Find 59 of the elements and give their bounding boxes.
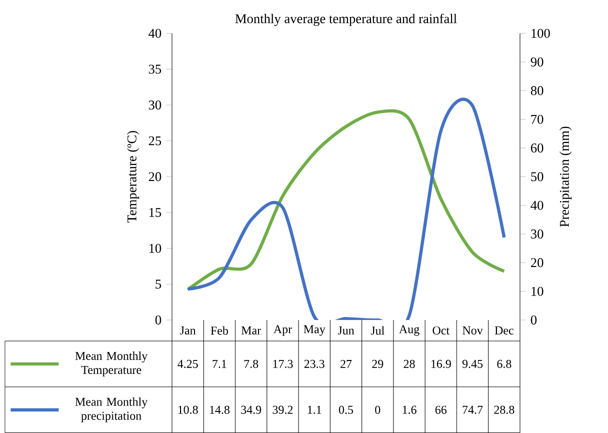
data-label: 7.1 xyxy=(212,360,226,368)
data-label: 66 xyxy=(435,406,447,414)
x-tick-label: Mar xyxy=(241,326,261,334)
y-tick-label: 5 xyxy=(156,280,162,288)
data-label: 74.7 xyxy=(462,406,483,414)
y-tick-label: 40 xyxy=(148,28,162,38)
y2-tick-label: 80 xyxy=(530,86,544,96)
data-label: 23.3 xyxy=(304,360,324,368)
y-tick-label: 35 xyxy=(148,64,162,74)
y-tick-label: 20 xyxy=(148,172,162,182)
x-tick-label: Dec xyxy=(494,326,514,334)
x-tick-label: Jul xyxy=(370,326,384,335)
data-label: 1.6 xyxy=(402,406,416,414)
data-label: 28 xyxy=(404,360,415,368)
y2-tick-label: 90 xyxy=(530,57,544,66)
line-series xyxy=(186,109,506,291)
x-tick-label: Apr xyxy=(274,325,292,336)
data-label: 28.8 xyxy=(494,406,514,414)
y2-tick-label: 50 xyxy=(531,172,544,181)
y-axis-title: Temperature (ºC) xyxy=(127,130,140,222)
data-label: 39.2 xyxy=(272,406,293,414)
data-label: 14.8 xyxy=(210,406,230,414)
data-label: 9.45 xyxy=(462,360,483,368)
y-tick-label: 10 xyxy=(149,244,162,253)
y2-tick-label: 60 xyxy=(530,143,544,152)
y2-tick-label: 40 xyxy=(530,200,544,210)
x-tick-label: May xyxy=(304,325,326,336)
y2-tick-label: 30 xyxy=(531,229,544,238)
data-label: 0.5 xyxy=(338,406,354,414)
x-tick-label: Jun xyxy=(338,326,354,334)
x-tick-label: Oct xyxy=(432,326,450,334)
y-tick-label: 15 xyxy=(149,208,162,217)
y-tick-label: 25 xyxy=(148,136,162,146)
x-tick-label: Aug xyxy=(399,325,420,336)
x-tick-label: Jan xyxy=(180,326,196,334)
data-label: 17.3 xyxy=(273,360,293,368)
data-label: 10.8 xyxy=(178,406,198,414)
data-label: 6.8 xyxy=(497,360,512,368)
x-tick-label: Nov xyxy=(462,326,483,334)
y2-tick-label: 100 xyxy=(532,28,550,38)
y2-tick-label: 20 xyxy=(530,258,544,267)
legend-label: Mean Monthly Temperature xyxy=(75,351,148,376)
data-label: 4.25 xyxy=(178,360,198,368)
data-label: 0 xyxy=(375,406,380,414)
data-label: 16.9 xyxy=(431,360,451,368)
chart-title: Monthly average temperature and rainfall xyxy=(235,14,457,26)
legend-label: Mean Monthly precipitation xyxy=(75,397,148,422)
y2-axis-title: Precipitation (mm) xyxy=(560,126,572,227)
data-label: 29 xyxy=(372,360,384,368)
y-tick-label: 0 xyxy=(155,315,162,324)
data-label: 7.8 xyxy=(244,360,258,368)
x-tick-label: Feb xyxy=(210,326,228,335)
data-label: 34.9 xyxy=(241,406,262,414)
y2-tick-label: 10 xyxy=(532,286,544,296)
y2-tick-label: 70 xyxy=(531,114,544,124)
y-tick-label: 30 xyxy=(148,100,162,110)
data-label: 27 xyxy=(340,360,352,368)
data-label: 1.1 xyxy=(308,406,322,414)
y2-tick-label: 0 xyxy=(530,315,537,324)
